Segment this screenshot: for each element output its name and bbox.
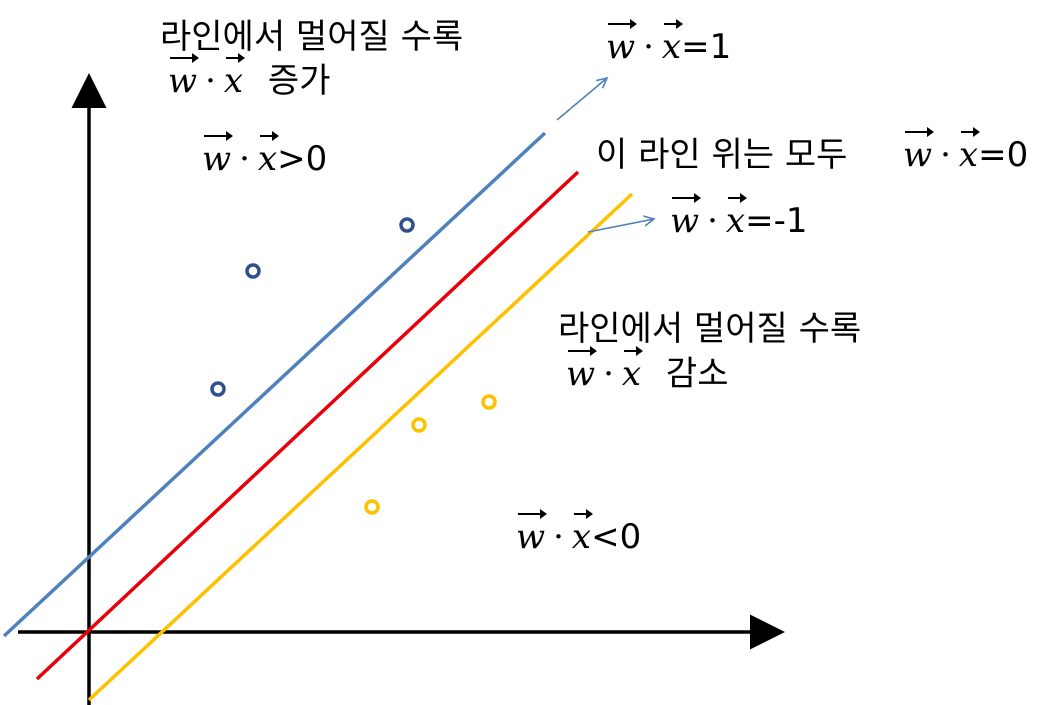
dot-operator: · [603, 354, 614, 394]
plus-one-label: w · x=1 [606, 19, 732, 67]
negative-point [411, 417, 427, 433]
dot-operator: · [707, 201, 718, 241]
decrease-word: 감소 [665, 354, 729, 394]
negative-point [364, 499, 380, 515]
margin-line-minus-one [87, 192, 634, 702]
w-vector: w [168, 53, 200, 101]
dot-operator: · [239, 139, 250, 179]
x-vector: x [661, 19, 684, 67]
x-vector: x [621, 346, 644, 394]
plus-one-relation: =1 [681, 27, 732, 67]
increase-caption: 라인에서 멀어질 수록 [160, 17, 464, 57]
negative-region-label: w · x<0 [516, 509, 642, 557]
x-vector: x [725, 193, 748, 241]
dot-operator: · [940, 135, 951, 175]
zero-line-label: w · x=0 [903, 127, 1029, 175]
negative-relation: <0 [591, 517, 642, 557]
x-vector: x [958, 127, 981, 175]
callout-arrow-minus-one [587, 219, 654, 233]
decision-line-zero [35, 170, 580, 681]
w-vector: w [566, 346, 598, 394]
x-vector: x [223, 53, 246, 101]
x-vector: x [571, 509, 594, 557]
positive-point [245, 263, 261, 279]
w-vector: w [670, 193, 702, 241]
positive-relation: >0 [277, 139, 328, 179]
x-vector: x [257, 131, 280, 179]
decrease-caption: 라인에서 멀어질 수록 [558, 309, 862, 349]
minus-one-relation: =-1 [745, 201, 808, 241]
minus-one-label: w · x=-1 [670, 193, 808, 241]
positive-point [399, 217, 415, 233]
w-vector: w [903, 127, 935, 175]
positive-region-label: w · x>0 [202, 131, 328, 179]
dot-operator: · [205, 61, 216, 101]
callout-arrow-plus-one [556, 78, 607, 121]
increase-formula: w · x 증가 [168, 53, 331, 101]
dot-operator: · [553, 517, 564, 557]
w-vector: w [606, 19, 638, 67]
w-vector: w [202, 131, 234, 179]
increase-word: 증가 [267, 61, 331, 101]
zero-line-caption: 이 라인 위는 모두 [596, 135, 848, 175]
negative-point [481, 394, 497, 410]
zero-relation: =0 [978, 135, 1029, 175]
w-vector: w [516, 509, 548, 557]
dot-operator: · [643, 27, 654, 67]
positive-point [210, 381, 226, 397]
margin-line-plus-one [2, 131, 547, 638]
decrease-formula: w · x 감소 [566, 346, 729, 394]
